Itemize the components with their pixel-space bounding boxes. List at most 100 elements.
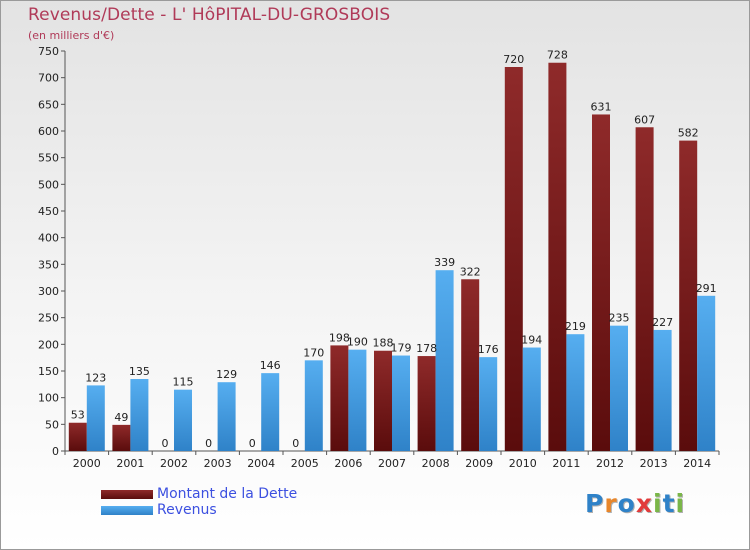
bar-dette [461,279,480,451]
bar-dette [635,127,654,452]
legend-label-dette: Montant de la Dette [157,486,298,502]
data-label-revenus: 235 [609,312,630,325]
data-label-revenus: 219 [565,320,586,333]
data-label-revenus: 194 [521,334,542,347]
y-tick-label: 0 [52,445,59,458]
x-tick-label: 2014 [683,457,711,470]
bar-revenus [304,360,323,451]
x-tick-label: 2001 [116,457,144,470]
data-label-dette: 607 [634,113,655,126]
data-label-revenus: 135 [129,365,150,378]
bar-revenus [86,385,105,451]
y-tick-label: 600 [38,125,59,138]
legend-swatch-revenus [101,506,153,515]
data-label-revenus: 115 [173,376,194,389]
data-label-dette: 198 [329,331,350,344]
data-label-revenus: 170 [303,346,324,359]
data-label-revenus: 146 [260,359,281,372]
logo-letter: t [662,489,676,518]
y-tick-label: 150 [38,365,59,378]
y-tick-label: 500 [38,178,59,191]
y-tick-label: 650 [38,98,59,111]
y-tick-label: 400 [38,232,59,245]
bar-dette [330,345,349,451]
x-tick-label: 2007 [378,457,406,470]
data-label-revenus: 129 [216,368,237,381]
data-label-revenus: 123 [85,371,106,384]
bar-revenus [130,379,149,451]
x-tick-label: 2012 [596,457,624,470]
x-tick-label: 2010 [509,457,537,470]
y-tick-label: 450 [38,205,59,218]
bar-revenus [610,325,628,451]
y-tick-label: 700 [38,72,59,85]
y-tick-label: 550 [38,152,59,165]
data-label-dette: 582 [678,127,699,140]
data-label-dette: 53 [71,409,85,422]
x-tick-label: 2000 [73,457,101,470]
data-label-dette: 0 [249,437,256,450]
data-label-revenus: 291 [696,282,717,295]
bar-revenus [566,334,585,451]
y-tick-label: 750 [38,45,59,58]
data-label-dette: 0 [292,437,299,450]
data-label-dette: 728 [547,49,568,62]
data-labels-group: 53 49 0 0 0 0 198 188 178 322 720 728 631 607 582 123 13… [71,49,717,450]
x-tick-label: 2005 [291,457,319,470]
bar-revenus [435,270,454,451]
y-tick-label: 50 [45,418,59,431]
bar-revenus [348,349,367,451]
x-tick-label: 2003 [204,457,232,470]
x-tick-label: 2011 [552,457,580,470]
logo-letter: i [675,489,686,518]
logo-letter: r [604,489,618,518]
bar-revenus [522,347,541,451]
bar-revenus [697,295,716,451]
data-label-dette: 49 [114,411,128,424]
proxiti-logo: Proxiti [585,489,685,518]
logo-letter: i [653,489,663,518]
bar-dette [679,140,698,451]
bar-dette [548,62,567,451]
logo-letter: x [635,489,653,518]
y-tick-label: 250 [38,312,59,325]
bar-dette [374,350,392,451]
bar-dette [417,356,436,451]
bar-revenus [479,357,498,451]
data-label-dette: 0 [205,437,212,450]
x-tick-label: 2008 [422,457,450,470]
data-label-dette: 322 [460,265,481,278]
data-label-dette: 188 [373,337,394,350]
bar-revenus [653,329,672,451]
data-label-dette: 631 [591,100,612,113]
logo-letter: o [617,489,636,518]
data-label-revenus: 190 [347,336,368,349]
chart-title: Revenus/Dette - L' HôPITAL-DU-GROSBOIS [28,5,391,25]
x-tick-label: 2004 [247,457,275,470]
y-tick-label: 350 [38,258,59,271]
bar-dette [504,67,523,451]
bar-dette [112,424,131,451]
y-tick-label: 100 [38,392,59,405]
legend-swatch-dette [101,490,153,499]
bar-revenus [174,389,192,451]
x-tick-label: 2002 [160,457,188,470]
bar-revenus [217,382,236,451]
bar-dette [68,422,87,451]
chart-subtitle: (en milliers d'€) [28,29,115,42]
data-label-dette: 178 [416,342,437,355]
y-tick-label: 200 [38,338,59,351]
bars-group [68,62,716,452]
data-label-revenus: 179 [391,342,412,355]
x-tick-label: 2009 [465,457,493,470]
x-tick-label: 2006 [334,457,362,470]
y-tick-label: 300 [38,285,59,298]
bar-dette [592,114,610,451]
bar-revenus [261,373,280,451]
x-tick-label: 2013 [640,457,668,470]
bar-revenus [392,355,410,451]
data-label-revenus: 176 [478,343,499,356]
data-label-revenus: 227 [652,316,673,329]
logo-letter: P [585,489,605,518]
